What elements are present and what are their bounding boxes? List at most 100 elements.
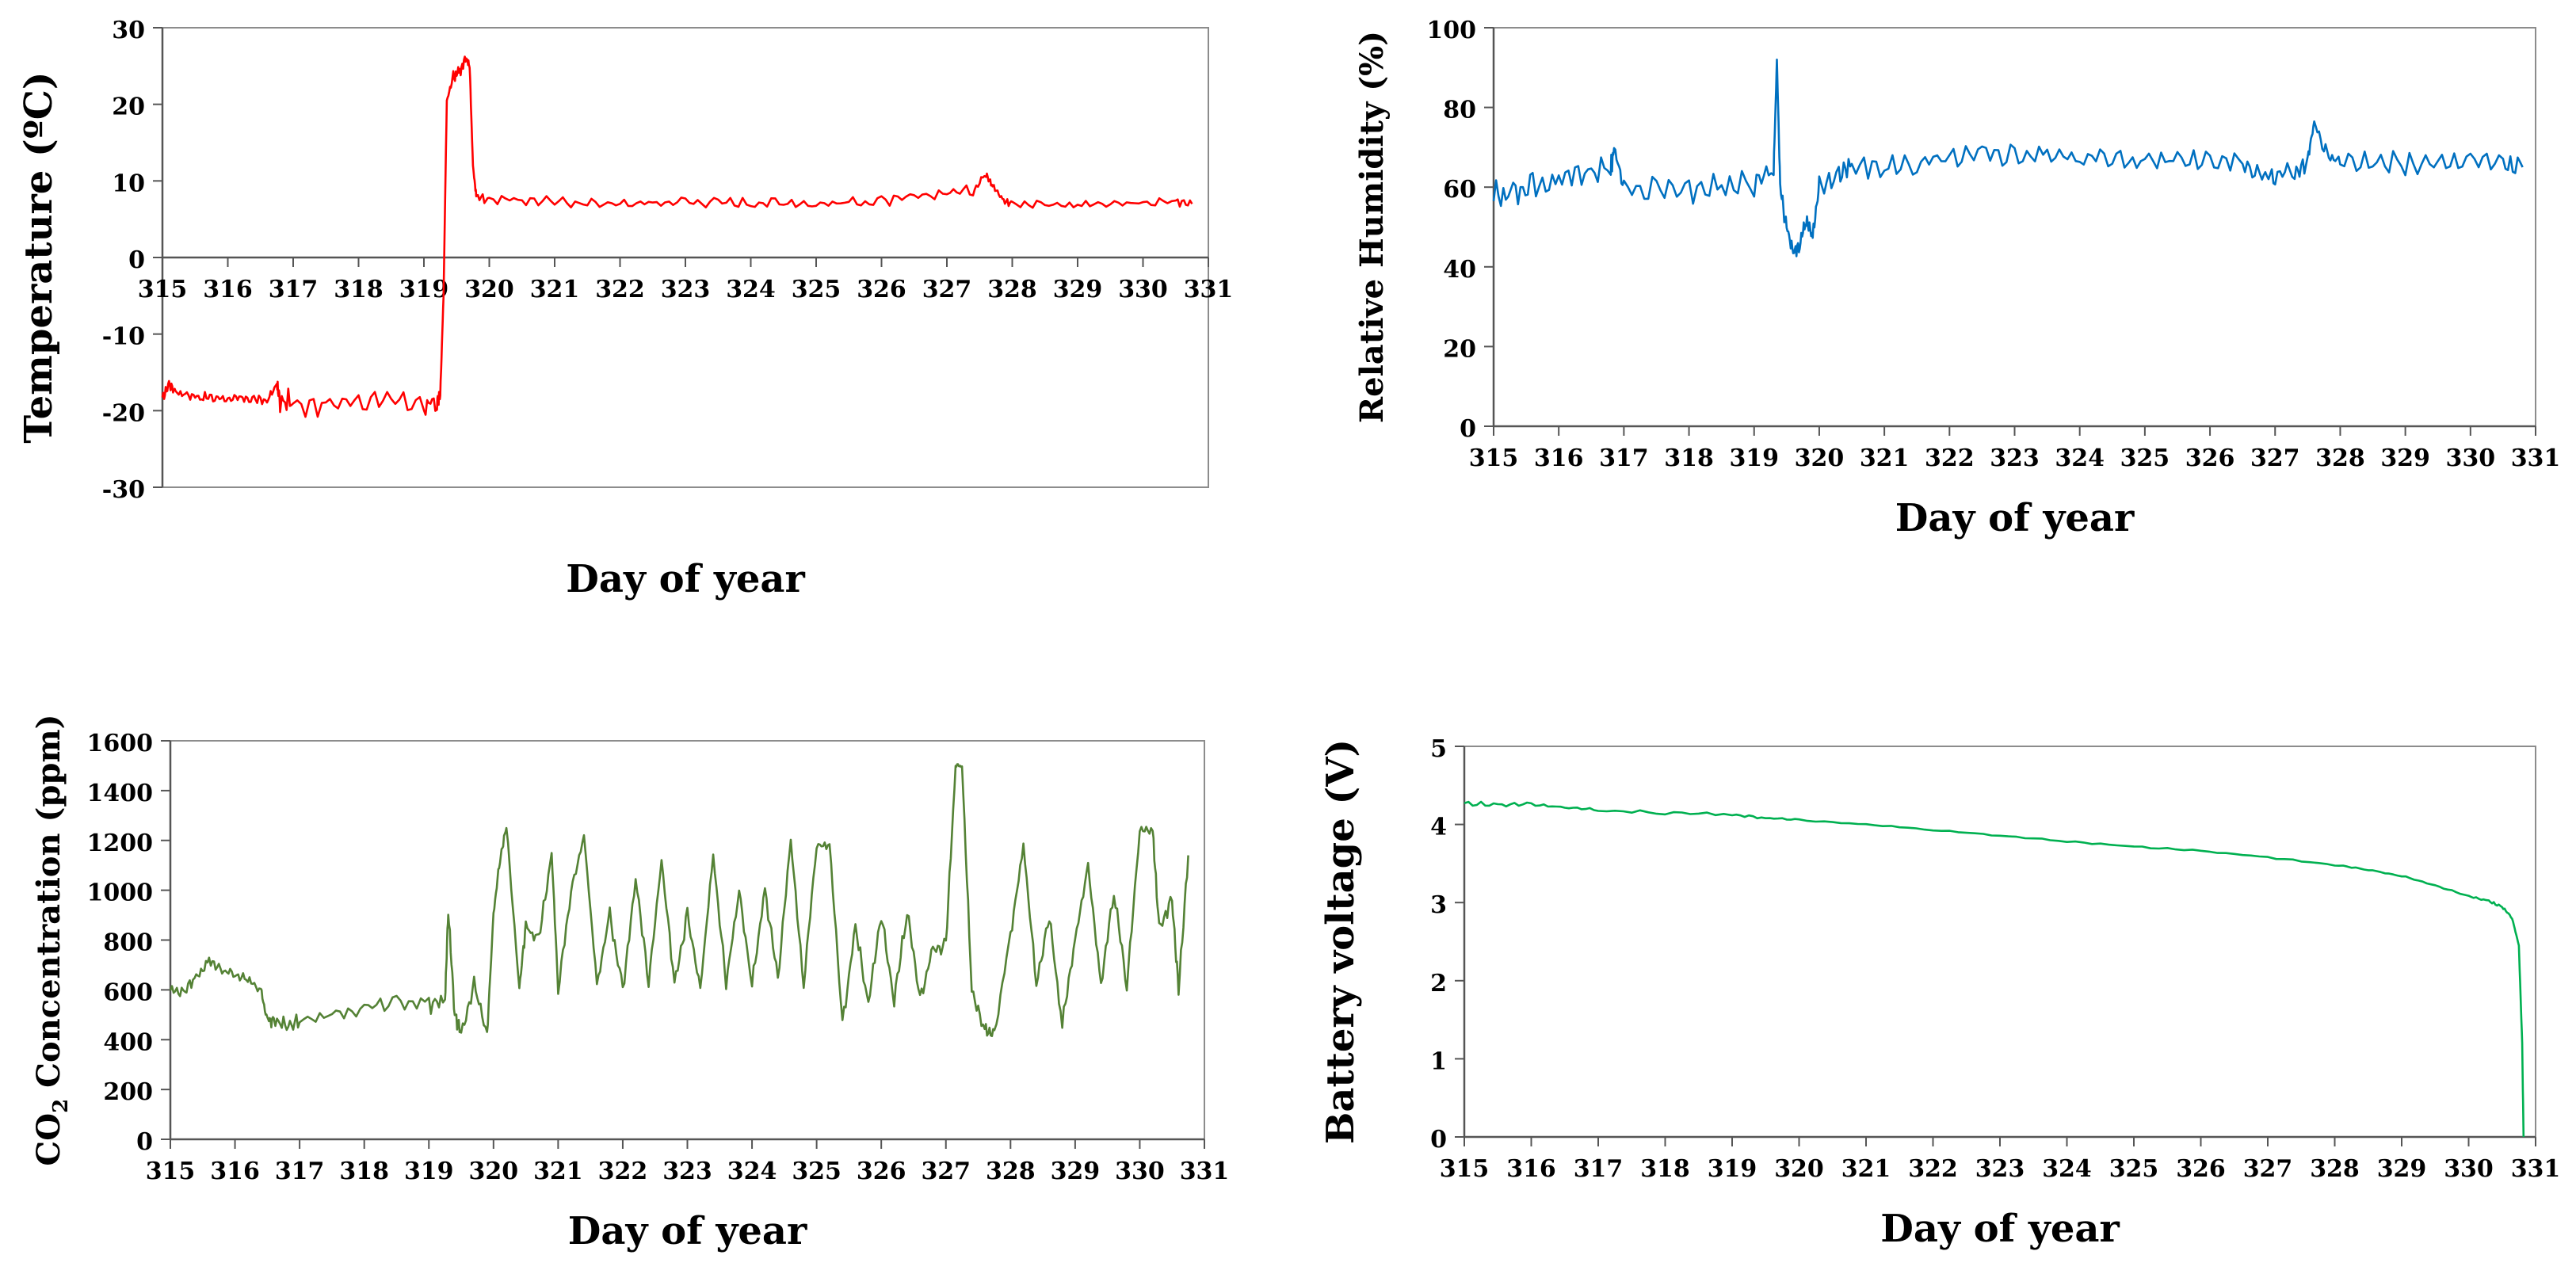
temperature-x-tick-label: 326 xyxy=(857,276,906,303)
humidity-x-tick-label: 328 xyxy=(2315,444,2365,472)
temperature-y-tick-label: 20 xyxy=(112,93,145,121)
humidity-series-line xyxy=(1492,58,2524,257)
humidity-x-tick-label: 325 xyxy=(2120,444,2170,472)
battery-x-tick-label: 328 xyxy=(2310,1155,2360,1183)
co2-x-tick-label: 318 xyxy=(339,1158,389,1185)
battery-y-axis-title: Battery voltage (V) xyxy=(1319,739,1363,1144)
battery-x-tick-label: 323 xyxy=(1975,1155,2025,1183)
humidity-y-axis-title: Relative Humidity (%) xyxy=(1353,31,1391,423)
co2-x-tick-label: 322 xyxy=(598,1158,648,1185)
co2-y-axis-title: CO2 Concentration (ppm) xyxy=(30,714,73,1165)
humidity-x-tick-label: 317 xyxy=(1599,444,1649,472)
humidity-x-tick-label: 329 xyxy=(2380,444,2430,472)
battery-x-tick-label: 326 xyxy=(2176,1155,2226,1183)
co2-x-tick-label: 326 xyxy=(857,1158,906,1185)
temperature-x-tick-label: 328 xyxy=(987,276,1037,303)
co2-x-tick-label: 327 xyxy=(921,1158,971,1185)
co2-x-tick-label: 328 xyxy=(986,1158,1036,1185)
temperature-x-tick-label: 315 xyxy=(138,276,188,303)
co2-x-tick-label: 321 xyxy=(533,1158,583,1185)
battery-y-tick-label: 5 xyxy=(1430,735,1447,763)
humidity-y-tick-label: 0 xyxy=(1460,415,1476,443)
temperature-y-axis-title: Temperature (ºC) xyxy=(17,71,61,443)
co2-y-tick-label: 600 xyxy=(103,978,153,1006)
temperature-x-tick-label: 329 xyxy=(1053,276,1103,303)
co2-x-tick-label: 320 xyxy=(469,1158,519,1185)
co2-y-tick-label: 0 xyxy=(136,1128,153,1156)
humidity-y-tick-label: 60 xyxy=(1443,176,1476,204)
battery-y-tick-label: 4 xyxy=(1430,814,1447,841)
battery-x-tick-label: 324 xyxy=(2042,1155,2092,1183)
battery-x-tick-label: 327 xyxy=(2243,1155,2293,1183)
humidity-x-tick-label: 320 xyxy=(1795,444,1845,472)
battery-plot-frame xyxy=(1464,746,2536,1138)
temperature-y-tick-label: 10 xyxy=(112,170,145,197)
humidity-x-tick-label: 331 xyxy=(2511,444,2561,472)
temperature-x-tick-label: 330 xyxy=(1118,276,1168,303)
chart-temperature: -30 -20 -10 0 10 20 30 315 316 317 318 319 320 321 322… xyxy=(17,17,1233,601)
co2-x-tick-label: 319 xyxy=(404,1158,454,1185)
battery-x-tick-label: 325 xyxy=(2109,1155,2159,1183)
temperature-x-tick-label: 321 xyxy=(530,276,580,303)
co2-plot-frame xyxy=(170,740,1205,1140)
battery-x-tick-label: 330 xyxy=(2444,1155,2494,1183)
battery-x-tick-label: 318 xyxy=(1640,1155,1690,1183)
battery-x-tick-label: 322 xyxy=(1908,1155,1958,1183)
humidity-x-tick-label: 322 xyxy=(1925,444,1975,472)
temperature-x-tick-label: 327 xyxy=(922,276,972,303)
humidity-x-tick-label: 327 xyxy=(2250,444,2300,472)
humidity-y-tick-label: 100 xyxy=(1426,17,1476,44)
battery-series-line xyxy=(1464,800,2525,1138)
temperature-x-tick-label: 324 xyxy=(726,276,776,303)
co2-x-tick-label: 330 xyxy=(1115,1158,1165,1185)
co2-y-tick-label: 1000 xyxy=(87,879,154,907)
battery-x-tick-label: 315 xyxy=(1440,1155,1490,1183)
battery-y-tick-label: 2 xyxy=(1430,970,1447,997)
co2-x-tick-label: 325 xyxy=(792,1158,841,1185)
chart-humidity: 0 20 40 60 80 100 315 316 317 318 319 320 321 322 323 3… xyxy=(1353,17,2560,540)
temperature-x-tick-label: 331 xyxy=(1184,276,1234,303)
temperature-x-tick-label: 320 xyxy=(464,276,514,303)
humidity-x-tick-label: 315 xyxy=(1469,444,1519,472)
humidity-x-tick-label: 319 xyxy=(1729,444,1779,472)
humidity-x-tick-label: 316 xyxy=(1534,444,1584,472)
humidity-x-tick-label: 323 xyxy=(1990,444,2040,472)
temperature-y-tick-label: -20 xyxy=(102,399,145,427)
battery-x-axis-title: Day of year xyxy=(1880,1207,2120,1251)
temperature-y-tick-label: -30 xyxy=(102,476,145,504)
co2-y-tick-label: 400 xyxy=(103,1028,153,1056)
chart-battery: 0 1 2 3 4 5 315 316 317 318 319 320 321 322 323 324 325 3… xyxy=(1319,735,2560,1251)
battery-x-tick-label: 329 xyxy=(2377,1155,2427,1183)
temperature-y-tick-label: -10 xyxy=(102,323,145,351)
temperature-y-tick-label: 30 xyxy=(112,17,145,44)
humidity-x-tick-label: 330 xyxy=(2446,444,2496,472)
battery-x-tick-label: 316 xyxy=(1506,1155,1556,1183)
battery-x-tick-label: 317 xyxy=(1574,1155,1624,1183)
humidity-x-axis-title: Day of year xyxy=(1895,496,2135,540)
battery-x-tick-label: 319 xyxy=(1708,1155,1757,1183)
humidity-x-tick-label: 326 xyxy=(2185,444,2235,472)
battery-y-tick-label: 0 xyxy=(1430,1126,1447,1154)
co2-y-tick-label: 1400 xyxy=(87,780,154,807)
humidity-plot-frame xyxy=(1493,27,2536,427)
temperature-x-tick-label: 323 xyxy=(661,276,711,303)
co2-x-tick-label: 317 xyxy=(275,1158,325,1185)
humidity-y-tick-label: 80 xyxy=(1443,97,1476,124)
chart-co2: 0 200 400 600 800 1000 1200 1400 1600 315 316 317 31… xyxy=(30,714,1229,1253)
battery-x-tick-label: 320 xyxy=(1774,1155,1824,1183)
co2-y-tick-label: 1600 xyxy=(87,730,154,757)
temperature-x-tick-label: 325 xyxy=(792,276,841,303)
temperature-x-tick-label: 319 xyxy=(399,276,449,303)
humidity-y-tick-label: 40 xyxy=(1443,256,1476,284)
humidity-x-tick-label: 318 xyxy=(1664,444,1714,472)
temperature-x-tick-label: 318 xyxy=(334,276,384,303)
co2-x-tick-label: 331 xyxy=(1180,1158,1230,1185)
co2-x-axis-title: Day of year xyxy=(568,1209,807,1253)
co2-y-tick-label: 1200 xyxy=(87,830,154,857)
co2-y-tick-label: 800 xyxy=(103,929,153,957)
co2-x-tick-label: 329 xyxy=(1051,1158,1101,1185)
temperature-x-tick-label: 317 xyxy=(269,276,319,303)
co2-x-tick-label: 316 xyxy=(210,1158,260,1185)
humidity-x-tick-label: 321 xyxy=(1860,444,1910,472)
